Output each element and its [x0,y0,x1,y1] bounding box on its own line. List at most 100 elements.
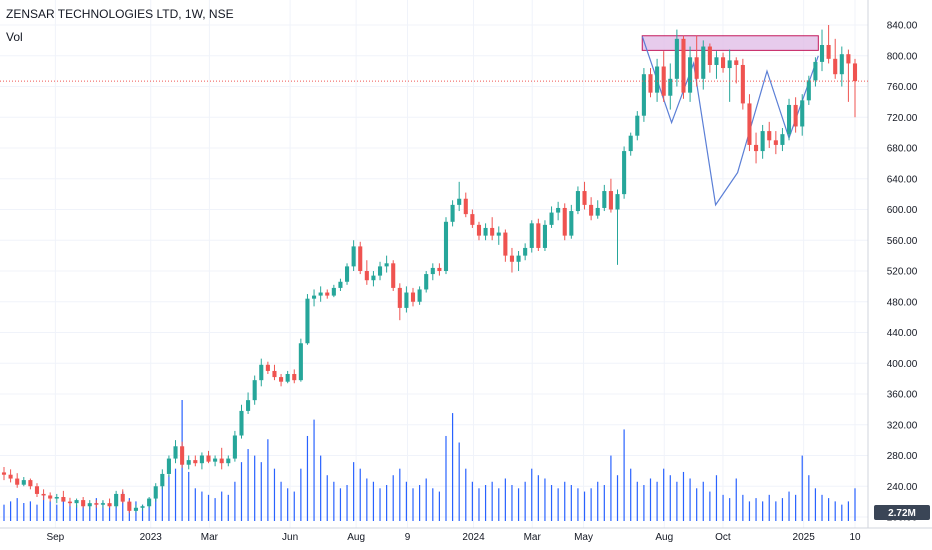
candle-body [760,131,765,152]
candle-body [529,223,534,248]
volume-bar [570,485,572,521]
candle-body [410,292,416,302]
candle-body [496,232,501,236]
volume-bar [359,468,361,521]
candlestick-series [1,25,858,514]
candle-body [701,46,706,79]
candle-body [265,364,270,371]
x-tick-label: 10 [849,532,861,543]
x-tick-label: Aug [347,532,365,543]
y-tick-label: 240.00 [887,482,918,493]
volume-bar [504,478,506,521]
volume-bar [649,478,652,521]
volume-label: Vol [6,30,23,44]
candle-body [252,380,257,401]
volume-bar [333,481,335,521]
volume-bar [280,481,282,521]
volume-bar [346,485,348,521]
y-tick-label: 640.00 [887,174,918,185]
x-tick-label: 9 [405,532,411,543]
volume-bar [590,488,592,521]
candle-body [463,198,468,215]
volume-bar [207,494,210,521]
candle-body [569,211,574,236]
volume-bar [392,475,394,521]
candle-body [780,134,785,145]
volume-bar [795,494,797,521]
candle-body [602,191,607,208]
candle-body [127,501,132,511]
candle-body [377,266,383,276]
volume-bar [386,485,388,521]
volume-bar [729,498,731,521]
volume-bar [484,485,487,521]
y-axis: 840.00 800.00 760.00 720.00 680.00 640.00 600.… [874,21,930,524]
volume-bar [247,449,249,521]
candle-body [457,198,462,205]
volume-bar [438,491,440,521]
candle-body [786,104,792,135]
candle-body [635,115,640,136]
volume-bar [56,504,58,521]
candle-body [655,66,660,93]
candle-body [318,292,323,296]
candle-body [450,204,455,222]
candle-body [430,267,435,275]
candle-body [285,374,290,382]
candle-body [21,480,26,485]
volume-bar [544,478,546,521]
volume-bar [603,485,605,521]
candle-body [806,80,811,101]
candle-body [721,57,726,69]
candle-body [516,255,521,262]
volume-bar [115,494,117,521]
chart-grid [0,0,932,529]
volume-bar [517,488,520,521]
candle-body [437,267,442,271]
y-tick-label: 560.00 [887,236,918,247]
x-tick-label: Aug [655,532,673,543]
candle-body [107,503,112,507]
volume-bar [49,501,51,521]
volume-bar [531,468,533,521]
candle-body [226,458,231,464]
candle-body [740,64,745,104]
candle-body [536,223,541,248]
volume-bar [432,488,434,521]
candle-body [424,274,429,290]
candle-body [688,57,693,93]
candle-body [259,364,264,381]
volume-bar [306,435,309,521]
candle-body [160,473,165,487]
volume-tag-label: 2.72M [888,508,916,519]
volume-bar [768,494,770,521]
volume-bar [95,498,97,521]
x-axis: Sep 2023 Mar Jun Aug 9 2024 Mar May Aug Oct 2025 10 [46,532,861,543]
candle-body [272,370,277,378]
candle-body [813,61,818,81]
candle-body [582,191,587,205]
resistance-zone-box [641,35,819,51]
x-tick-label: Mar [524,532,542,543]
candle-body [199,455,204,464]
y-tick-label: 400.00 [887,359,918,370]
candle-body [186,460,191,465]
volume-bar [616,475,619,521]
candle-body [391,263,396,288]
volume-bar [141,504,144,521]
volume-bar [339,488,342,521]
candle-body [41,493,46,496]
candle-body [193,460,198,464]
candle-body [443,221,449,271]
volume-bar [748,501,751,521]
volume-bar [702,481,704,521]
y-tick-label: 600.00 [887,205,918,216]
candle-body [28,480,33,487]
volume-bar [227,494,229,521]
candle-body [140,506,145,508]
candle-body [206,455,211,462]
volume-bar [16,498,18,521]
volume-bar [273,468,276,521]
x-tick-label: Sep [46,532,64,543]
